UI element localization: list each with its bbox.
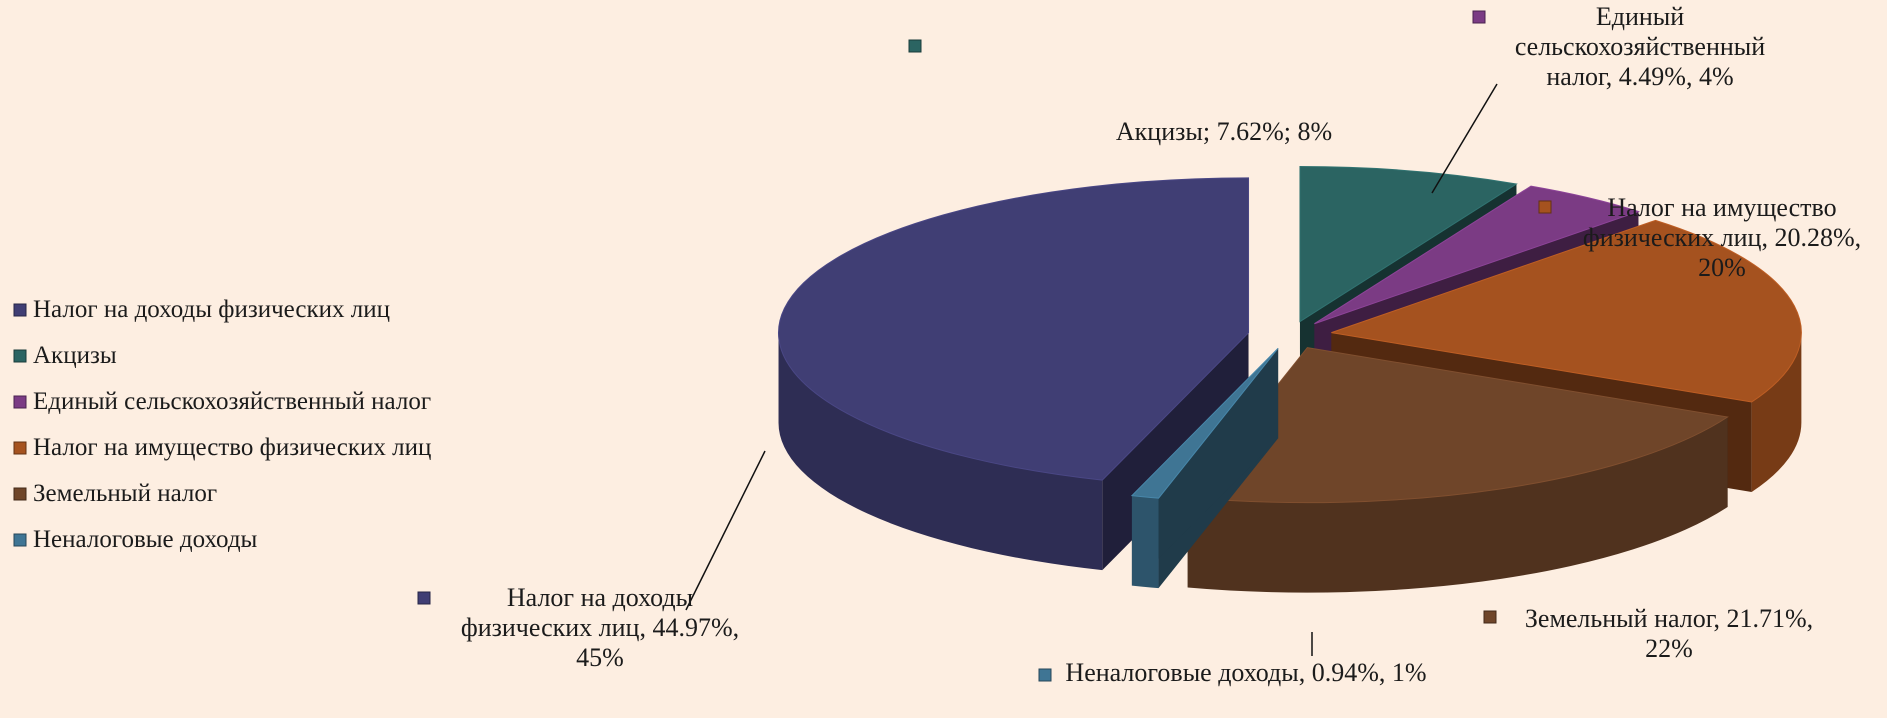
legend-key — [13, 303, 27, 317]
slice — [1130, 347, 1279, 589]
data-label: Неналоговые доходы, 0.94%, 1% — [1065, 658, 1427, 687]
data-label: Налог на имущество физических лиц, 20.28… — [1582, 193, 1862, 282]
legend-key — [13, 533, 27, 547]
legend-entry: Единый сельскохозяйственный налог — [33, 388, 432, 415]
legend-key — [13, 349, 27, 363]
data-label: Земельный налог, 21.71%, 22% — [1524, 604, 1814, 663]
slice-radial-wall — [1131, 348, 1279, 586]
legend-entry: Налог на доходы физических лиц — [33, 296, 390, 323]
label-key — [908, 39, 922, 53]
slice-outer-wall — [1187, 417, 1728, 593]
slice-outer-wall — [778, 332, 1103, 571]
slice-top — [1186, 347, 1729, 504]
slice-top — [1130, 347, 1279, 499]
label-key — [1538, 200, 1552, 214]
legend-key — [13, 487, 27, 501]
data-label: Единый сельскохозяйственный налог, 4.49%… — [1514, 2, 1766, 91]
label-key — [1472, 10, 1486, 24]
legend-entry: Налог на имущество физических лиц — [33, 434, 432, 461]
legend-entry: Акцизы — [33, 342, 117, 369]
data-label: Налог на доходы физических лиц, 44.97%, … — [460, 583, 740, 672]
slice-top — [778, 177, 1250, 481]
slice-outer-wall — [1751, 332, 1802, 493]
slice-top — [1314, 185, 1641, 325]
data-label: Акцизы; 7.62%; 8% — [1115, 117, 1333, 146]
legend-key — [13, 441, 27, 455]
legend-entry: Неналоговые доходы — [33, 526, 258, 553]
slice-top — [1299, 166, 1518, 323]
label-key — [417, 591, 431, 605]
leader-line — [685, 450, 766, 611]
slice-outer-wall — [1131, 495, 1159, 589]
label-key — [1038, 668, 1052, 682]
slice-top — [1331, 219, 1802, 403]
legend-key — [13, 395, 27, 409]
legend-entry: Земельный налог — [33, 480, 218, 507]
leader-line — [1431, 83, 1498, 194]
label-key — [1483, 610, 1497, 624]
